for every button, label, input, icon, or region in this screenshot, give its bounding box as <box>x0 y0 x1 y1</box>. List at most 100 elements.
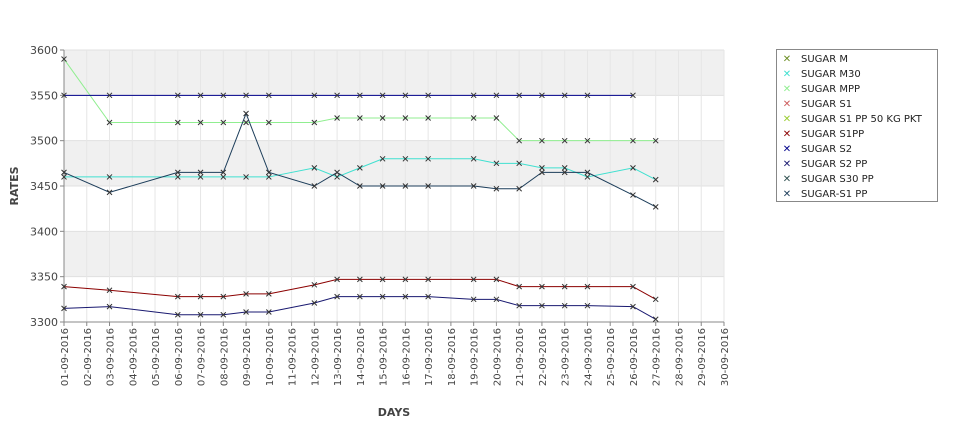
data-point-9 <box>493 185 500 192</box>
data-point-5 <box>470 276 477 283</box>
legend-marker-icon: ✕ <box>782 189 792 200</box>
data-point-7 <box>357 293 363 300</box>
x-tick-label: 30-09-2016 <box>720 328 731 386</box>
legend-marker-icon: ✕ <box>782 129 792 140</box>
data-point-7 <box>561 302 568 309</box>
x-tick-label: 10-09-2016 <box>265 328 276 386</box>
data-point-5 <box>516 283 523 290</box>
data-point-7 <box>243 309 249 315</box>
chart-legend: ✕ SUGAR M ✕ SUGAR M30 ✕ SUGAR MPP ✕ SUGAR S1 ✕ SU… <box>776 49 938 202</box>
data-point-6 <box>493 92 500 99</box>
data-point-2 <box>561 137 568 144</box>
data-point-7 <box>425 293 431 300</box>
data-point-5 <box>493 276 500 283</box>
data-point-2 <box>516 137 523 144</box>
data-point-6 <box>357 92 363 99</box>
y-tick-label: 3300 <box>30 316 58 329</box>
data-point-6 <box>630 92 636 99</box>
data-point-2 <box>265 119 272 126</box>
data-point-6 <box>470 92 477 99</box>
data-point-7 <box>220 311 227 318</box>
x-tick-label: 26-09-2016 <box>629 328 640 386</box>
data-point-1 <box>265 174 272 180</box>
x-tick-label: 13-09-2016 <box>333 328 344 386</box>
legend-marker-icon: ✕ <box>782 54 792 65</box>
legend-label: SUGAR M30 <box>801 69 861 80</box>
data-point-5 <box>561 283 568 290</box>
data-point-7 <box>174 311 181 318</box>
data-point-7 <box>311 300 318 306</box>
data-point-6 <box>584 92 591 99</box>
legend-item: ✕ SUGAR-S1 PP <box>781 187 937 202</box>
legend-item: ✕ SUGAR S30 PP <box>781 172 937 187</box>
legend-item: ✕ SUGAR M30 <box>781 67 937 82</box>
data-point-9 <box>61 169 67 176</box>
x-tick-label: 02-09-2016 <box>83 328 94 386</box>
x-tick-label: 14-09-2016 <box>356 328 367 386</box>
x-tick-label: 03-09-2016 <box>106 328 117 386</box>
data-point-5 <box>265 291 272 297</box>
data-point-7 <box>379 293 386 300</box>
legend-marker-icon: ✕ <box>782 159 792 170</box>
y-tick-label: 3600 <box>30 44 58 57</box>
y-tick-label: 3550 <box>30 89 58 102</box>
data-point-9 <box>516 185 523 192</box>
x-tick-label: 11-09-2016 <box>288 328 299 386</box>
legend-item: ✕ SUGAR M <box>781 52 937 67</box>
data-point-1 <box>174 174 181 180</box>
legend-item: ✕ SUGAR S2 PP <box>781 157 937 172</box>
data-point-6 <box>220 92 227 99</box>
data-point-2 <box>61 56 67 62</box>
legend-marker-icon: ✕ <box>782 84 792 95</box>
data-point-1 <box>379 155 386 162</box>
x-tick-label: 29-09-2016 <box>697 328 708 386</box>
legend-label: SUGAR-S1 PP <box>801 189 868 200</box>
data-point-6 <box>243 92 249 99</box>
data-point-9 <box>311 183 318 189</box>
x-tick-label: 15-09-2016 <box>379 328 390 386</box>
data-point-6 <box>106 92 113 99</box>
data-point-7 <box>516 302 523 309</box>
data-point-1 <box>561 165 568 171</box>
x-tick-label: 27-09-2016 <box>652 328 663 386</box>
x-tick-label: 08-09-2016 <box>219 328 230 386</box>
legend-label: SUGAR S1 PP 50 KG PKT <box>801 114 922 125</box>
data-point-5 <box>402 276 409 283</box>
legend-label: SUGAR M <box>801 54 849 65</box>
x-tick-label: 01-09-2016 <box>60 328 71 386</box>
legend-item: ✕ SUGAR MPP <box>781 82 937 97</box>
plot-band <box>64 231 724 277</box>
data-point-1 <box>402 155 409 162</box>
legend-marker-icon: ✕ <box>782 144 792 155</box>
legend-label: SUGAR S2 <box>801 144 853 155</box>
legend-item: ✕ SUGAR S2 <box>781 142 937 157</box>
data-point-7 <box>197 311 204 318</box>
data-point-6 <box>197 92 204 99</box>
data-point-9 <box>652 203 659 210</box>
data-point-2 <box>470 115 477 121</box>
data-point-1 <box>61 174 67 180</box>
data-point-1 <box>243 174 249 180</box>
data-point-2 <box>652 137 659 144</box>
data-point-1 <box>334 174 340 180</box>
data-point-6 <box>174 92 181 99</box>
data-point-5 <box>220 293 227 300</box>
legend-item: ✕ SUGAR S1 PP 50 KG PKT <box>781 112 937 127</box>
data-point-5 <box>425 276 431 283</box>
data-point-9 <box>197 169 204 176</box>
data-point-5 <box>539 283 545 290</box>
y-axis-title: RATES <box>8 166 21 205</box>
data-point-6 <box>334 92 340 99</box>
data-point-2 <box>630 137 636 144</box>
data-point-7 <box>61 305 67 312</box>
data-point-6 <box>61 92 67 99</box>
data-point-5 <box>243 291 249 297</box>
x-tick-label: 19-09-2016 <box>470 328 481 386</box>
data-point-1 <box>584 174 591 180</box>
data-point-5 <box>584 283 591 290</box>
plot-band <box>64 50 724 96</box>
x-tick-label: 22-09-2016 <box>538 328 549 386</box>
data-point-2 <box>106 119 113 126</box>
data-point-9 <box>174 169 181 176</box>
data-point-7 <box>106 303 113 310</box>
